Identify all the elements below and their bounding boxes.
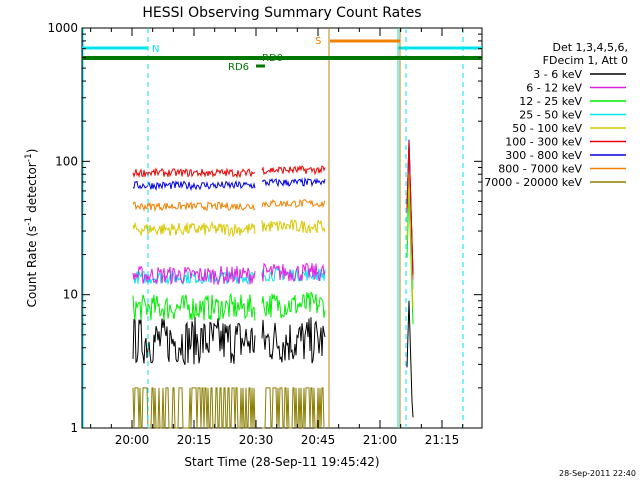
legend-label: 300 - 800 keV: [505, 149, 582, 162]
legend-header-1: Det 1,3,4,5,6,: [552, 41, 628, 54]
y-axis: 1 10 100 1000: [47, 21, 482, 435]
series-line: [132, 141, 414, 276]
x-tick-label: 21:00: [363, 433, 398, 447]
rd6-label: RD6: [228, 62, 249, 73]
overlay-layer: [82, 28, 482, 428]
series-line: [132, 141, 414, 276]
x-tick-label: 20:15: [177, 433, 212, 447]
x-axis-label: Start Time (28-Sep-11 19:45:42): [184, 455, 379, 469]
y-tick-label: 10: [63, 288, 78, 302]
x-tick-label: 20:45: [301, 433, 336, 447]
legend-label: 50 - 100 keV: [512, 122, 582, 135]
series-line: [132, 300, 414, 418]
chart-title: HESSI Observing Summary Count Rates: [142, 5, 421, 21]
series-line: [132, 190, 414, 325]
series-line: [132, 174, 414, 308]
series-line: [132, 139, 414, 274]
night-label: N: [152, 44, 159, 55]
legend-label: 7000 - 20000 keV: [484, 176, 582, 189]
x-tick-label: 20:00: [115, 433, 150, 447]
series-line: [132, 146, 414, 286]
legend-label: 3 - 6 keV: [533, 68, 582, 81]
legend-label: 100 - 300 keV: [505, 136, 582, 149]
y-tick-label: 100: [55, 154, 78, 168]
saa-label: S: [315, 36, 321, 47]
legend: Det 1,3,4,5,6, FDecim 1, Att 0 3 - 6 keV…: [484, 41, 628, 189]
legend-label: 6 - 12 keV: [526, 82, 582, 95]
legend-label: 25 - 50 keV: [519, 109, 582, 122]
legend-label: 12 - 25 keV: [519, 95, 582, 108]
x-tick-label: 21:15: [425, 433, 460, 447]
plot-frame: [81, 27, 483, 429]
timestamp: 28-Sep-2011 22:40: [559, 469, 636, 478]
y-tick-label: 1000: [47, 21, 78, 35]
series-line: [132, 387, 325, 429]
y-tick-label: 1: [70, 421, 78, 435]
rd0-label: RD0: [262, 53, 283, 64]
legend-label: 800 - 7000 keV: [498, 163, 582, 176]
x-tick-label: 20:30: [239, 433, 274, 447]
y-axis-label: Count Rate (s-1 detector-1): [24, 149, 39, 308]
x-axis: 20:00 20:15 20:30 20:45 21:00 21:15: [90, 28, 464, 447]
legend-header-2: FDecim 1, Att 0: [543, 54, 628, 67]
series-layer: [132, 139, 414, 429]
